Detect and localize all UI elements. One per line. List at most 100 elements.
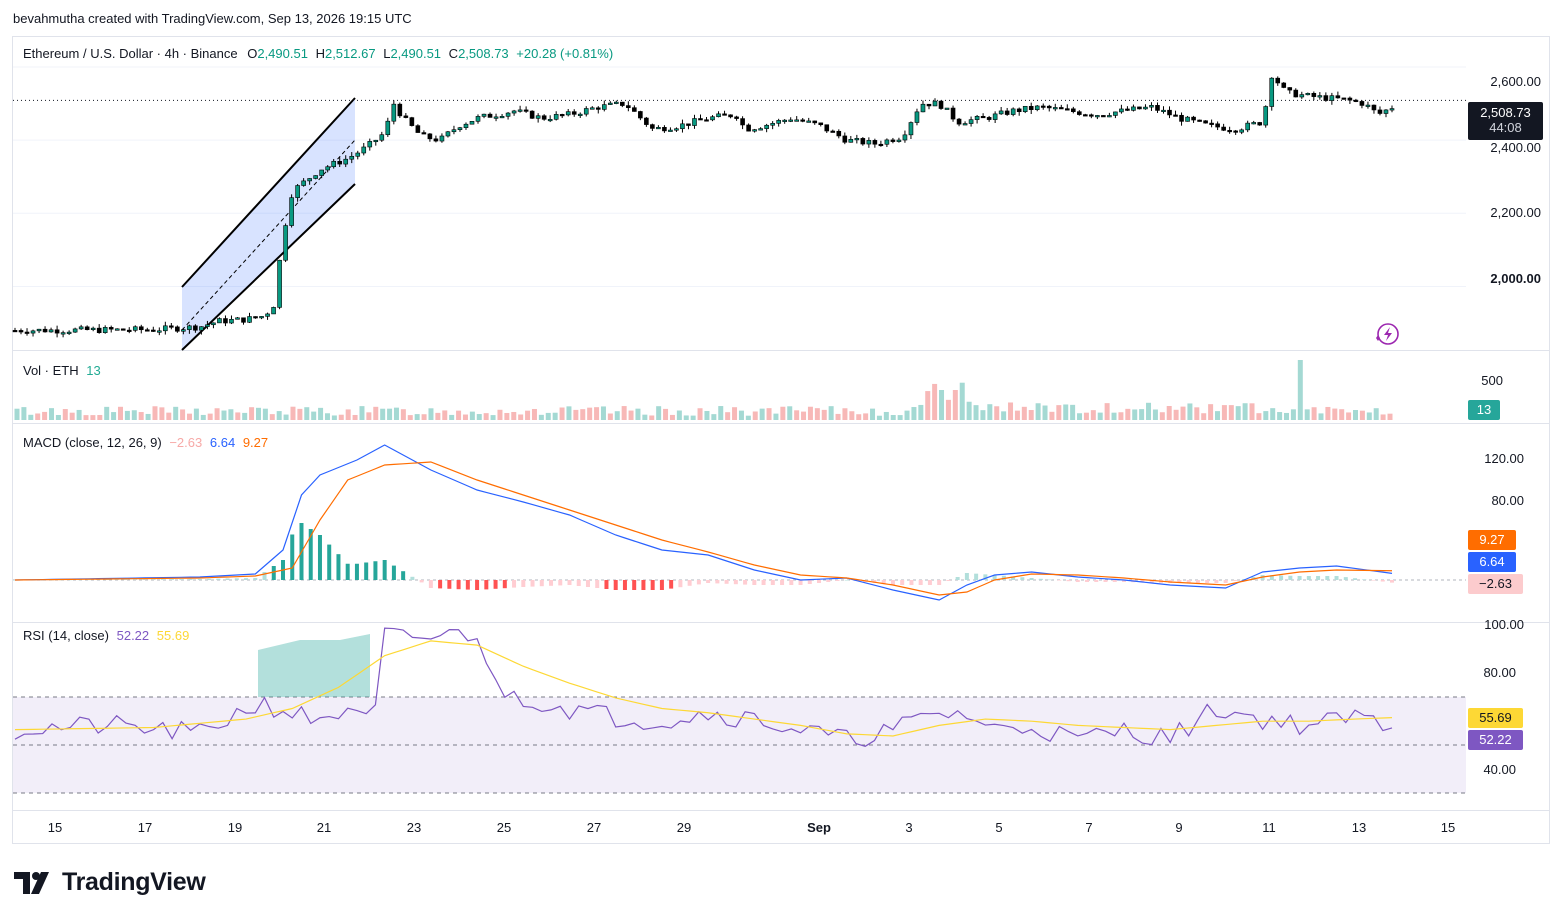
volume-bar xyxy=(656,406,662,420)
candle-body xyxy=(758,128,763,131)
time-tick: 29 xyxy=(676,820,692,835)
volume-bar xyxy=(1056,405,1062,420)
volume-bar xyxy=(242,412,248,420)
pane-separator[interactable] xyxy=(13,423,1549,424)
candle-body xyxy=(361,146,367,154)
volume-bar xyxy=(1118,412,1124,420)
macd-histogram-bar xyxy=(502,580,507,589)
macd-histogram-bar xyxy=(456,580,461,590)
macd-histogram-bar xyxy=(650,580,655,590)
volume-bar xyxy=(283,414,289,420)
macd-tick: 120.00 xyxy=(1484,451,1524,466)
candle-body xyxy=(595,107,601,110)
candle-body xyxy=(1335,95,1341,99)
volume-bar xyxy=(704,410,710,420)
macd-histogram-bar xyxy=(1214,580,1219,583)
candle-body xyxy=(433,138,439,142)
candle-body xyxy=(980,116,986,119)
volume-legend: Vol · ETH 13 xyxy=(23,363,105,378)
time-tick: 21 xyxy=(316,820,332,835)
last-price-value: 2,508.73 xyxy=(1480,105,1531,120)
rsi-ma-value: 55.69 xyxy=(156,628,190,643)
volume-bar xyxy=(124,410,130,420)
volume-bar xyxy=(428,408,434,420)
pane-separator[interactable] xyxy=(13,350,1549,351)
macd-histogram-bar xyxy=(1288,575,1293,580)
candle-body xyxy=(1155,105,1160,111)
candle-body xyxy=(1263,106,1269,126)
candle-body xyxy=(926,103,932,107)
rsi-title[interactable]: RSI (14, close) xyxy=(23,628,109,643)
symbol-title[interactable]: Ethereum / U.S. Dollar · 4h · Binance xyxy=(23,46,238,61)
candle-body xyxy=(896,139,902,142)
candle-body xyxy=(698,118,703,121)
macd-histogram-bar xyxy=(780,580,785,585)
candle-body xyxy=(1329,95,1335,101)
volume-bar xyxy=(711,414,717,420)
candle-body xyxy=(824,124,830,132)
volume-bar xyxy=(35,413,41,420)
macd-histogram-bar xyxy=(354,563,359,580)
macd-histogram-bar xyxy=(170,579,175,580)
volume-bar xyxy=(262,408,268,420)
macd-histogram-bar xyxy=(595,580,600,588)
candle-body xyxy=(620,101,625,106)
macd-histogram-bar xyxy=(1343,577,1348,580)
time-tick: 7 xyxy=(1085,820,1093,835)
macd-histogram-bar xyxy=(1140,580,1145,583)
pane-separator[interactable] xyxy=(13,622,1549,623)
candle-body xyxy=(499,116,505,119)
macd-histogram-bar xyxy=(382,560,387,580)
time-tick: 13 xyxy=(1351,820,1367,835)
macd-histogram-bar xyxy=(197,579,202,580)
candle-body xyxy=(1179,114,1184,122)
volume-bar xyxy=(600,406,606,420)
volume-title[interactable]: Vol · ETH xyxy=(23,363,79,378)
candle-body xyxy=(1377,109,1383,114)
macd-histogram-bar xyxy=(743,580,748,585)
volume-bar xyxy=(1063,404,1069,420)
candle-body xyxy=(1215,123,1220,128)
candle-body xyxy=(577,113,583,116)
candle-body xyxy=(1293,89,1299,98)
candle-body xyxy=(746,124,751,132)
channel-fill xyxy=(182,98,355,350)
main-legend: Ethereum / U.S. Dollar · 4h · Binance O2… xyxy=(23,46,617,61)
candle-body xyxy=(30,330,36,334)
candle-body xyxy=(217,318,222,324)
volume-bar xyxy=(1297,360,1303,420)
candle-body xyxy=(1167,109,1172,116)
candle-body xyxy=(1353,99,1359,102)
channel-lower-line xyxy=(181,183,356,351)
volume-bar xyxy=(835,413,841,420)
lightning-icon[interactable] xyxy=(1372,320,1402,348)
candle-body xyxy=(1040,105,1046,108)
macd-histogram-bar xyxy=(1362,579,1367,580)
volume-bar xyxy=(594,407,600,420)
time-tick: 27 xyxy=(586,820,602,835)
candle-body xyxy=(788,119,793,122)
candle-body xyxy=(583,108,589,115)
candle-body xyxy=(589,107,595,110)
candle-body xyxy=(944,107,950,110)
candle-body xyxy=(271,307,276,315)
volume-bar xyxy=(1187,403,1193,420)
close-label: C xyxy=(448,46,459,61)
tradingview-logo-icon xyxy=(14,871,49,894)
candle-body xyxy=(1083,114,1088,117)
macd-histogram-bar xyxy=(881,580,886,584)
volume-bar xyxy=(1270,408,1276,420)
volume-bar xyxy=(669,414,675,420)
candle-body xyxy=(529,110,535,119)
volume-bar xyxy=(152,406,158,420)
candle-body xyxy=(956,118,962,125)
volume-bar xyxy=(83,415,89,420)
macd-title[interactable]: MACD (close, 12, 26, 9) xyxy=(23,435,162,450)
tradingview-logo[interactable]: TradingView xyxy=(14,868,206,897)
time-tick: Sep xyxy=(807,820,831,835)
candle-body xyxy=(1275,77,1281,84)
macd-histogram-bar xyxy=(622,580,627,590)
candle-body xyxy=(1143,106,1148,110)
candle-body xyxy=(1341,97,1347,100)
